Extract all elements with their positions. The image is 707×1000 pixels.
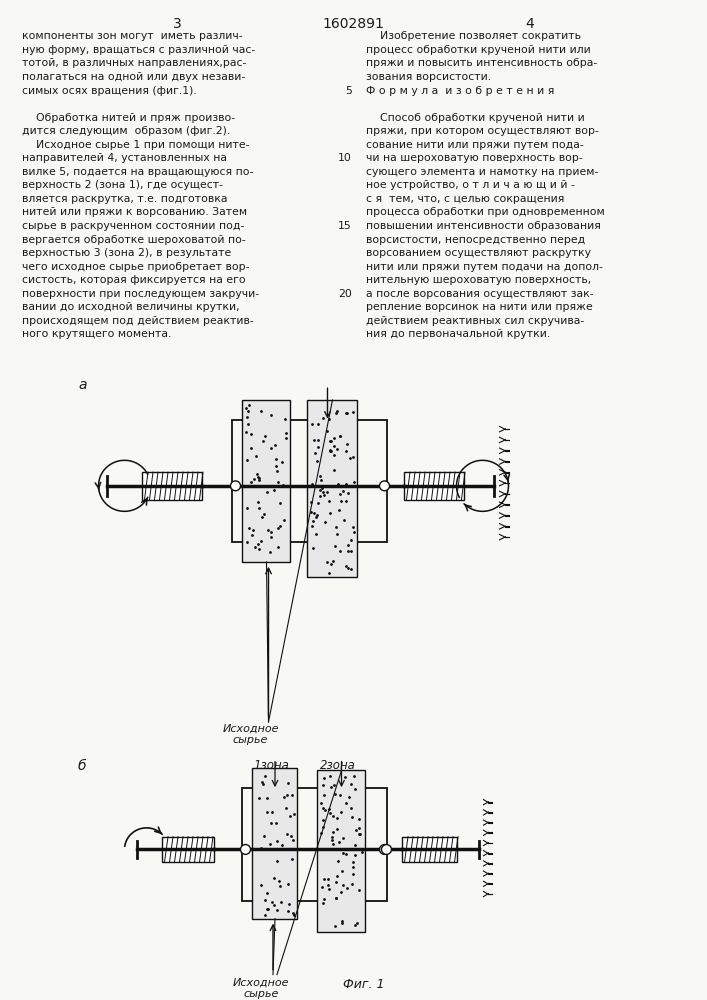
Text: чего исходное сырье приобретает вор-: чего исходное сырье приобретает вор- bbox=[22, 262, 250, 272]
Text: повышении интенсивности образования: повышении интенсивности образования bbox=[366, 221, 601, 231]
Text: вергается обработке шероховатой по-: вергается обработке шероховатой по- bbox=[22, 235, 246, 245]
Text: ния до первоначальной крутки.: ния до первоначальной крутки. bbox=[366, 329, 550, 339]
Text: чи на шероховатую поверхность вор-: чи на шероховатую поверхность вор- bbox=[366, 153, 583, 163]
Circle shape bbox=[240, 845, 250, 854]
Text: вилке 5, подается на вращающуюся по-: вилке 5, подается на вращающуюся по- bbox=[22, 167, 253, 177]
Text: ную форму, вращаться с различной час-: ную форму, вращаться с различной час- bbox=[22, 45, 255, 55]
Text: 15: 15 bbox=[338, 221, 352, 231]
Text: компоненты зон могут  иметь различ-: компоненты зон могут иметь различ- bbox=[22, 31, 243, 41]
Text: симых осях вращения (фиг.1).: симых осях вращения (фиг.1). bbox=[22, 86, 197, 96]
Text: 2зона: 2зона bbox=[320, 759, 356, 772]
Text: пряжи и повысить интенсивность обра-: пряжи и повысить интенсивность обра- bbox=[366, 58, 597, 68]
Text: верхность 2 (зона 1), где осущест-: верхность 2 (зона 1), где осущест- bbox=[22, 180, 223, 190]
Text: ное устройство, о т л и ч а ю щ и й -: ное устройство, о т л и ч а ю щ и й - bbox=[366, 180, 575, 190]
Text: направителей 4, установленных на: направителей 4, установленных на bbox=[22, 153, 227, 163]
Bar bbox=[404, 472, 464, 500]
Text: сование нити или пряжи путем пода-: сование нити или пряжи путем пода- bbox=[366, 140, 584, 150]
Text: с я  тем, что, с целью сокращения: с я тем, что, с целью сокращения bbox=[366, 194, 564, 204]
Text: Изобретение позволяет сократить: Изобретение позволяет сократить bbox=[366, 31, 581, 41]
Text: нительную шероховатую поверхность,: нительную шероховатую поверхность, bbox=[366, 275, 591, 285]
Text: процесс обработки крученой нити или: процесс обработки крученой нити или bbox=[366, 45, 591, 55]
Text: 4: 4 bbox=[525, 17, 534, 31]
Text: зования ворсистости.: зования ворсистости. bbox=[366, 72, 491, 82]
Bar bbox=[143, 472, 202, 500]
Text: пряжи, при котором осуществляют вор-: пряжи, при котором осуществляют вор- bbox=[366, 126, 599, 136]
Circle shape bbox=[230, 481, 240, 491]
Text: Обработка нитей и пряж произво-: Обработка нитей и пряж произво- bbox=[22, 113, 235, 123]
Bar bbox=[243, 788, 387, 901]
Text: дится следующим  образом (фиг.2).: дится следующим образом (фиг.2). bbox=[22, 126, 230, 136]
Bar bbox=[163, 837, 214, 862]
Text: Способ обработки крученой нити и: Способ обработки крученой нити и bbox=[366, 113, 585, 123]
Text: Ф о р м у л а  и з о б р е т е н и я: Ф о р м у л а и з о б р е т е н и я bbox=[366, 86, 554, 96]
Text: происходящем под действием реактив-: происходящем под действием реактив- bbox=[22, 316, 254, 326]
Text: систость, которая фиксируется на его: систость, которая фиксируется на его bbox=[22, 275, 245, 285]
Text: 5: 5 bbox=[345, 86, 352, 96]
Text: б: б bbox=[78, 759, 86, 773]
Bar bbox=[402, 837, 457, 862]
Text: полагаться на одной или двух незави-: полагаться на одной или двух незави- bbox=[22, 72, 245, 82]
Text: а: а bbox=[78, 378, 86, 392]
Text: действием реактивных сил скручива-: действием реактивных сил скручива- bbox=[366, 316, 584, 326]
Text: вляется раскрутка, т.е. подготовка: вляется раскрутка, т.е. подготовка bbox=[22, 194, 228, 204]
Text: процесса обработки при одновременном: процесса обработки при одновременном bbox=[366, 207, 604, 217]
Bar bbox=[252, 768, 298, 919]
Text: ного крутящего момента.: ного крутящего момента. bbox=[22, 329, 171, 339]
Text: 20: 20 bbox=[338, 289, 352, 299]
Text: тотой, в различных направлениях,рас-: тотой, в различных направлениях,рас- bbox=[22, 58, 246, 68]
Text: вании до исходной величины крутки,: вании до исходной величины крутки, bbox=[22, 302, 240, 312]
Text: 1602891: 1602891 bbox=[322, 17, 384, 31]
Text: 1зона: 1зона bbox=[254, 759, 289, 772]
Text: репление ворсинок на нити или пряже: репление ворсинок на нити или пряже bbox=[366, 302, 592, 312]
Text: а после ворсования осуществляют зак-: а после ворсования осуществляют зак- bbox=[366, 289, 594, 299]
Text: 10: 10 bbox=[338, 153, 352, 163]
Text: ворсистости, непосредственно перед: ворсистости, непосредственно перед bbox=[366, 235, 585, 245]
Circle shape bbox=[380, 845, 390, 854]
Text: сующего элемента и намотку на прием-: сующего элемента и намотку на прием- bbox=[366, 167, 598, 177]
Text: верхностью 3 (зона 2), в результате: верхностью 3 (зона 2), в результате bbox=[22, 248, 231, 258]
Text: Фиг. 1: Фиг. 1 bbox=[343, 978, 385, 991]
Text: нитей или пряжи к ворсованию. Затем: нитей или пряжи к ворсованию. Затем bbox=[22, 207, 247, 217]
Text: нити или пряжи путем подачи на допол-: нити или пряжи путем подачи на допол- bbox=[366, 262, 603, 272]
Circle shape bbox=[380, 481, 390, 491]
Text: Исходное сырье 1 при помощи ните-: Исходное сырье 1 при помощи ните- bbox=[22, 140, 250, 150]
Bar bbox=[243, 400, 291, 562]
Bar bbox=[317, 770, 366, 932]
Text: Исходное
сырье: Исходное сырье bbox=[233, 978, 289, 999]
Text: Исходное
сырье: Исходное сырье bbox=[222, 724, 279, 745]
Text: сырье в раскрученном состоянии под-: сырье в раскрученном состоянии под- bbox=[22, 221, 245, 231]
Bar bbox=[233, 420, 387, 542]
Circle shape bbox=[382, 845, 392, 854]
Text: 3: 3 bbox=[173, 17, 182, 31]
Bar bbox=[308, 400, 358, 577]
Text: поверхности при последующем закручи-: поверхности при последующем закручи- bbox=[22, 289, 259, 299]
Text: ворсованием осуществляют раскрутку: ворсованием осуществляют раскрутку bbox=[366, 248, 591, 258]
